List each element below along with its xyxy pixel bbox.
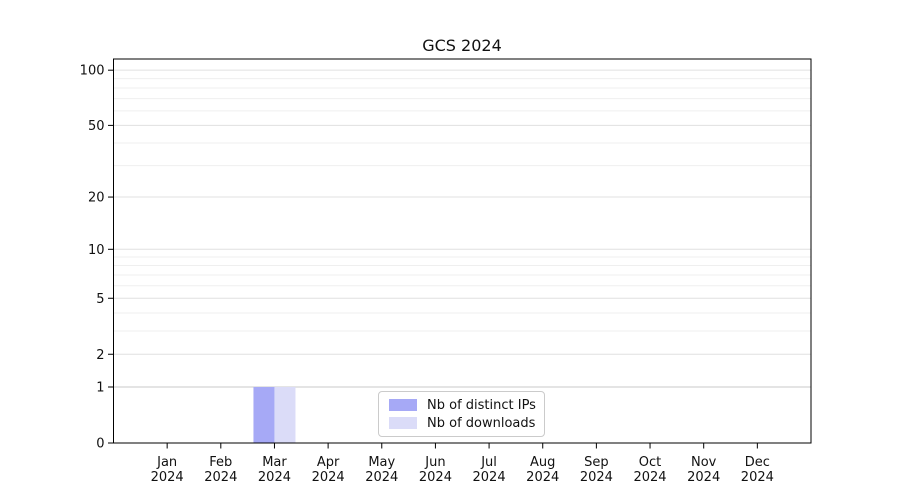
bar-downloads [274,387,296,443]
legend-label-distinct-ips: Nb of distinct IPs [427,397,536,413]
legend-swatch-distinct-ips [389,399,417,411]
x-tick-label-year: 2024 [580,470,613,485]
y-tick-label: 20 [88,191,105,206]
x-tick-label-month: Nov [691,455,717,470]
y-tick-label: 10 [88,243,105,258]
x-tick-label-month: Oct [639,455,661,470]
x-tick-label-month: May [368,455,395,470]
y-tick-label: 1 [96,381,104,396]
x-tick-label-month: Dec [745,455,770,470]
x-tick-label-month: Aug [530,455,555,470]
legend: Nb of distinct IPs Nb of downloads [378,391,545,437]
x-tick-label-year: 2024 [258,470,291,485]
y-tick-label: 2 [96,348,104,363]
x-tick-label-year: 2024 [473,470,506,485]
x-tick-label-month: Jun [424,455,445,470]
y-tick-label: 5 [96,292,104,307]
legend-swatch-downloads [389,417,417,429]
x-tick-label-month: Apr [317,455,340,470]
y-tick-label: 100 [80,64,105,79]
x-tick-label-year: 2024 [741,470,774,485]
bar-distinct-ips [253,387,275,443]
plot-border [113,58,812,444]
x-tick-label-month: Feb [209,455,232,470]
y-tick-label: 50 [88,119,105,134]
x-tick-label-month: Sep [584,455,609,470]
x-tick-label-year: 2024 [365,470,398,485]
legend-item-distinct-ips: Nb of distinct IPs [385,399,538,412]
legend-label-downloads: Nb of downloads [427,415,536,431]
x-tick-label-year: 2024 [151,470,184,485]
y-tick-label: 0 [96,437,104,452]
x-tick-label-year: 2024 [419,470,452,485]
x-tick-label-month: Mar [262,455,287,470]
x-tick-label-year: 2024 [526,470,559,485]
x-tick-label-month: Jul [480,455,497,470]
x-tick-label-year: 2024 [204,470,237,485]
x-tick-label-year: 2024 [633,470,666,485]
x-tick-label-year: 2024 [312,470,345,485]
legend-item-downloads: Nb of downloads [385,417,538,430]
chart-title: GCS 2024 [422,36,502,55]
x-tick-label-year: 2024 [687,470,720,485]
x-tick-label-month: Jan [156,455,177,470]
